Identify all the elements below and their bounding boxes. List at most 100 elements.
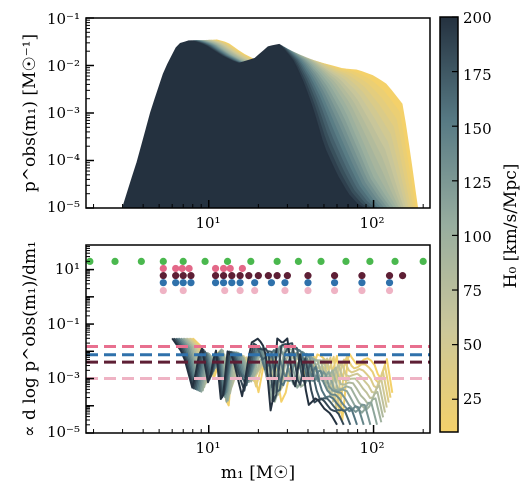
marker-3-0 — [159, 279, 167, 287]
marker-2-10 — [264, 272, 272, 280]
marker-3-10 — [281, 279, 289, 287]
marker-2-9 — [254, 272, 262, 280]
marker-1-6 — [226, 264, 234, 273]
marker-0-1 — [111, 257, 119, 265]
marker-3-2 — [179, 279, 187, 287]
marker-3-9 — [267, 279, 276, 287]
colorbar-tick-125: 125 — [463, 174, 492, 192]
marker-2-13 — [304, 272, 312, 280]
bottom-xtick-2: 10² — [359, 439, 384, 457]
marker-0-10 — [317, 257, 325, 265]
marker-0-11 — [342, 257, 350, 265]
colorbar-label: H₀ [km/s/Mpc] — [501, 164, 521, 289]
marker-4-2 — [221, 286, 229, 295]
top-ylabel: p^obs(m₁) [M☉⁻¹] — [20, 34, 40, 192]
marker-1-7 — [238, 264, 246, 273]
colorbar: 200 175 150 125 100 75 50 25 H₀ [km/s/Mp… — [439, 9, 521, 433]
bottom-xlabel: m₁ [M☉] — [221, 463, 295, 483]
colorbar-tick-25: 25 — [463, 390, 482, 408]
top-xtick-2: 10² — [359, 214, 384, 232]
colorbar-gradient — [439, 16, 459, 433]
marker-2-6 — [228, 272, 236, 280]
marker-2-7 — [236, 272, 244, 280]
marker-2-12 — [283, 272, 291, 280]
marker-4-8 — [358, 286, 366, 295]
marker-3-7 — [236, 279, 244, 287]
marker-2-8 — [245, 272, 253, 280]
marker-2-17 — [398, 272, 407, 280]
marker-4-3 — [236, 286, 244, 295]
marker-2-15 — [358, 272, 366, 280]
colorbar-tick-175: 175 — [463, 66, 492, 84]
marker-2-11 — [273, 272, 281, 280]
bottom-curve-13 — [171, 337, 338, 426]
bottom-xtick-1: 10¹ — [195, 439, 220, 457]
bottom-ticks — [86, 244, 424, 434]
marker-2-4 — [211, 272, 220, 280]
top-ytick-2: 10⁻² — [47, 57, 80, 75]
marker-3-3 — [187, 279, 195, 287]
colorbar-tick-200: 200 — [463, 9, 492, 27]
bottom-markers — [86, 257, 427, 295]
marker-1-0 — [159, 264, 167, 273]
marker-4-5 — [281, 286, 289, 295]
marker-2-16 — [385, 272, 394, 280]
marker-0-13 — [391, 257, 399, 265]
marker-4-1 — [179, 286, 187, 295]
top-ytick-1: 10⁻¹ — [47, 10, 80, 28]
marker-0-12 — [366, 257, 374, 265]
bottom-ytick-4: 10⁻⁵ — [47, 423, 80, 441]
marker-2-0 — [159, 272, 167, 280]
marker-2-2 — [179, 272, 187, 280]
colorbar-ticks — [452, 16, 458, 400]
top-ticks — [86, 17, 424, 209]
marker-2-14 — [330, 272, 339, 280]
marker-3-14 — [385, 279, 394, 287]
marker-0-5 — [201, 257, 209, 265]
marker-4-9 — [385, 286, 394, 295]
marker-1-2 — [178, 264, 186, 273]
marker-3-6 — [228, 279, 236, 287]
top-xtick-1: 10¹ — [195, 214, 220, 232]
marker-1-5 — [219, 264, 228, 273]
bottom-derivative-curves — [171, 337, 394, 426]
bottom-threshold-lines — [86, 345, 430, 381]
marker-3-5 — [219, 279, 228, 287]
bottom-ytick-2: 10⁻¹ — [47, 315, 80, 333]
bottom-ytick-1: 10¹ — [55, 260, 80, 278]
colorbar-tick-50: 50 — [463, 336, 482, 354]
marker-0-6 — [223, 257, 232, 265]
marker-0-7 — [247, 257, 255, 265]
marker-1-1 — [172, 264, 180, 273]
marker-0-2 — [137, 257, 145, 265]
marker-0-9 — [294, 257, 303, 265]
colorbar-tick-75: 75 — [463, 282, 482, 300]
bottom-ylabel: ∝ d log p^obs(m₁)/dm₁ — [20, 241, 40, 437]
marker-3-8 — [251, 279, 259, 287]
colorbar-tick-100: 100 — [463, 228, 492, 246]
top-density-curves — [121, 39, 419, 209]
bottom-panel: 10¹ 10⁻¹ 10⁻³ 10⁻⁵ 10¹ 10² m₁ [M☉] ∝ d l… — [20, 241, 431, 483]
marker-1-4 — [211, 264, 220, 273]
marker-3-1 — [172, 279, 180, 287]
marker-2-5 — [219, 272, 228, 280]
bottom-ytick-3: 10⁻³ — [47, 369, 80, 387]
marker-4-4 — [251, 286, 259, 295]
marker-3-13 — [358, 279, 366, 287]
marker-2-1 — [172, 272, 180, 280]
top-curve-19 — [121, 40, 365, 209]
marker-1-3 — [185, 264, 193, 273]
marker-3-12 — [330, 279, 339, 287]
colorbar-tick-150: 150 — [463, 120, 492, 138]
top-ytick-5: 10⁻⁵ — [47, 198, 80, 216]
marker-4-6 — [304, 286, 312, 295]
marker-4-0 — [159, 286, 167, 295]
marker-4-7 — [330, 286, 339, 295]
top-ytick-4: 10⁻⁴ — [47, 151, 80, 169]
marker-0-4 — [179, 257, 187, 265]
marker-0-8 — [273, 257, 281, 265]
marker-0-3 — [159, 257, 167, 265]
marker-3-4 — [211, 279, 220, 287]
marker-3-11 — [304, 279, 312, 287]
